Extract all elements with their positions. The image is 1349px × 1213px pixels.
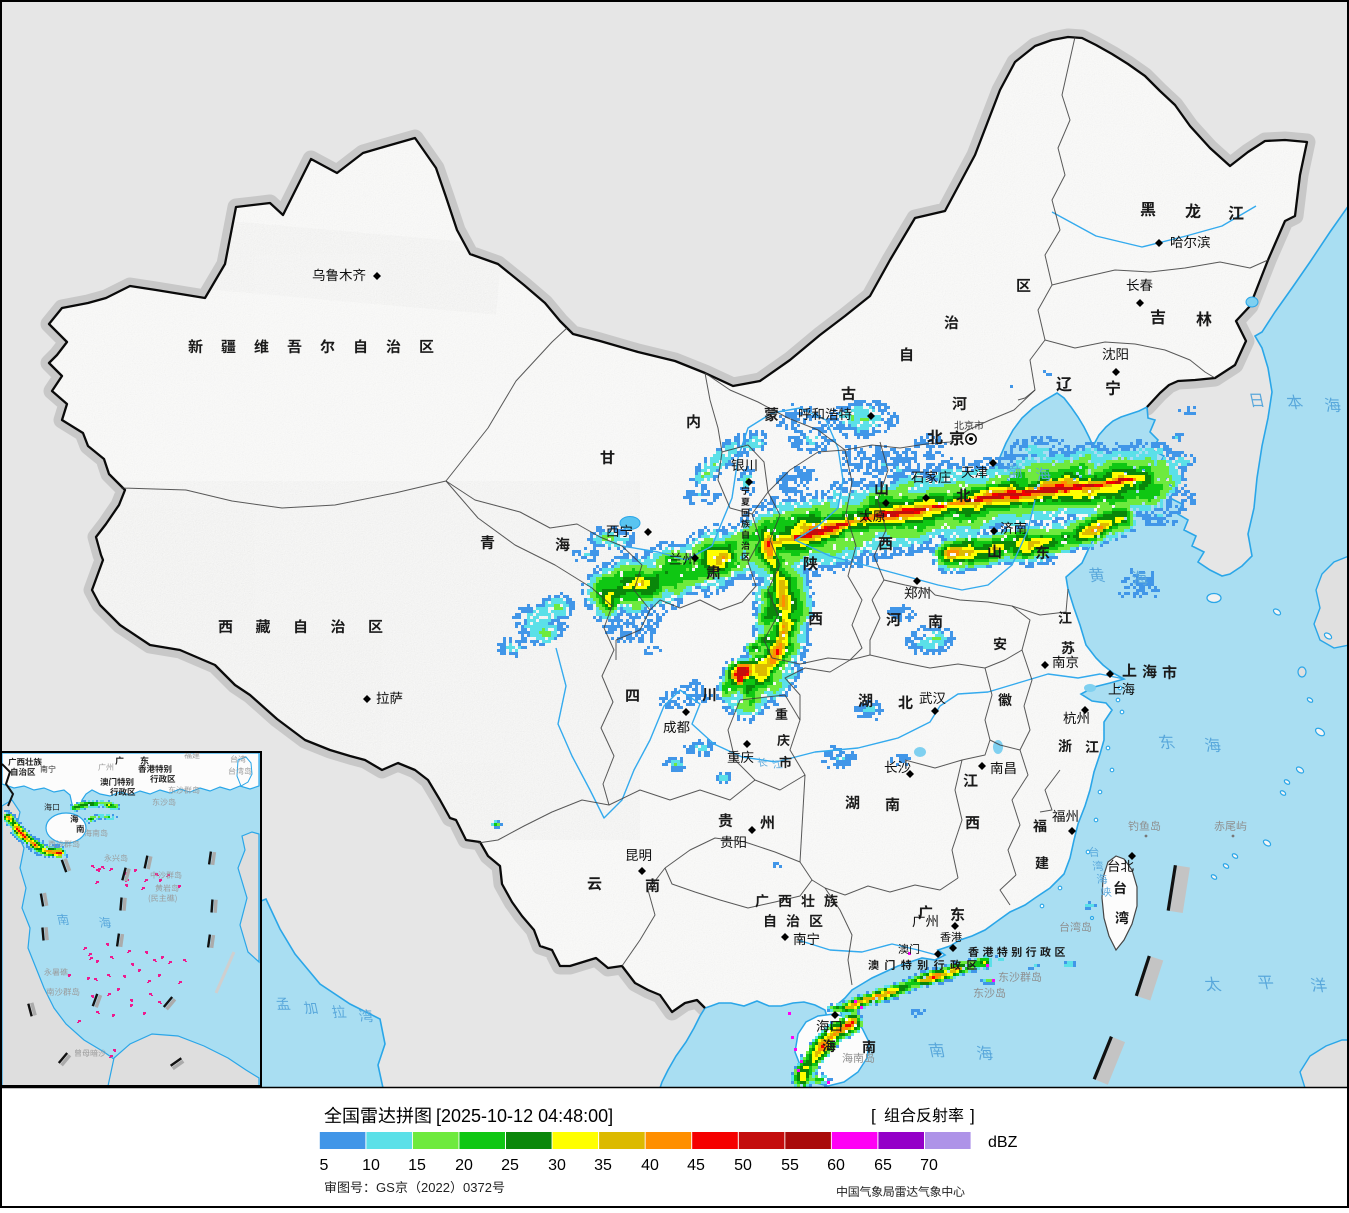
svg-text:45: 45 — [687, 1157, 705, 1174]
svg-text:15: 15 — [408, 1157, 426, 1174]
svg-text:50: 50 — [734, 1157, 752, 1174]
svg-text:GS: GS — [376, 1180, 395, 1195]
svg-text:65: 65 — [874, 1157, 892, 1174]
svg-text:30: 30 — [548, 1157, 566, 1174]
svg-text:5: 5 — [320, 1157, 329, 1174]
svg-text:10: 10 — [362, 1157, 380, 1174]
svg-text:55: 55 — [781, 1157, 799, 1174]
svg-text:40: 40 — [641, 1157, 659, 1174]
svg-text:[2025-10-12 04:48:00]: [2025-10-12 04:48:00] — [436, 1106, 613, 1126]
svg-text:70: 70 — [920, 1157, 938, 1174]
svg-text:dBZ: dBZ — [988, 1134, 1018, 1151]
svg-text:]: ] — [970, 1106, 975, 1125]
svg-text:20: 20 — [455, 1157, 473, 1174]
svg-text:35: 35 — [594, 1157, 612, 1174]
svg-text:25: 25 — [501, 1157, 519, 1174]
svg-text:60: 60 — [827, 1157, 845, 1174]
svg-text:0372: 0372 — [463, 1180, 492, 1195]
svg-text:[: [ — [871, 1106, 876, 1125]
svg-text:2022: 2022 — [421, 1180, 450, 1195]
